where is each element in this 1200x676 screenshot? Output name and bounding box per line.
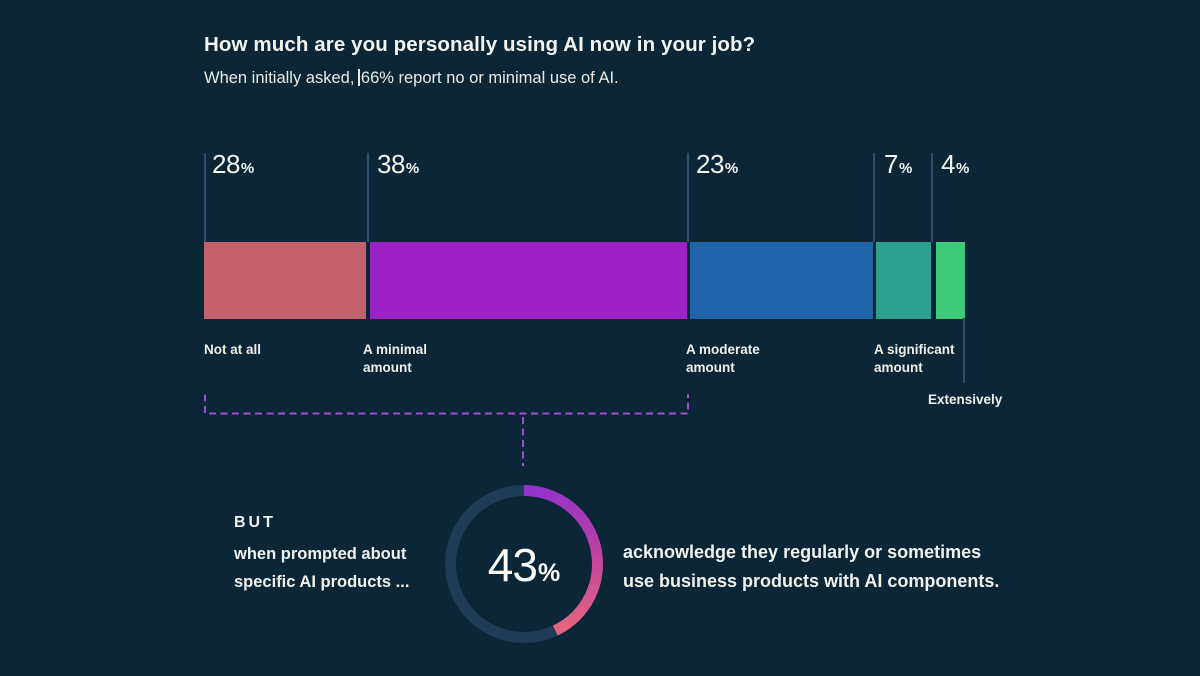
bar-segment-2 [690, 242, 873, 319]
bar-value-label: 38% [377, 149, 419, 179]
bar-value-label: 7% [884, 149, 912, 179]
category-label: A minimal amount [363, 342, 428, 375]
tick-line [204, 153, 206, 242]
extensively-leader-line [963, 318, 965, 383]
business-products-line: use business products with AI components… [623, 571, 1000, 591]
bar-value-label: 28% [212, 149, 254, 179]
bar-segment-4 [936, 242, 965, 319]
products-line: specific AI products ... [234, 573, 410, 591]
page-title: How much are you personally using AI now… [204, 33, 756, 56]
page-subtitle: When initially asked, 66% report no or mi… [204, 69, 619, 88]
right-callout: acknowledge they regularly or sometimes … [623, 538, 999, 596]
tick-line [931, 153, 933, 242]
bar-segment-0 [204, 242, 366, 319]
donut-value-number: 43 [487, 539, 538, 591]
category-label: A moderate amount [686, 342, 760, 375]
tick-line [367, 153, 369, 242]
donut-value-unit: % [537, 559, 561, 587]
bar-segment-1 [370, 242, 687, 319]
but-label: BUT [234, 514, 276, 531]
donut-value-label: 43% [444, 542, 604, 588]
bar-value-label: 4% [941, 149, 969, 179]
category-label-extensively: Extensively [928, 392, 1003, 407]
tick-line [687, 153, 689, 242]
subtitle-prefix: When initially asked, [204, 69, 355, 87]
bar-segment-3 [876, 242, 931, 319]
acknowledge-line: acknowledge they regularly or sometimes [623, 542, 982, 562]
left-callout: BUT when prompted about specific AI prod… [234, 514, 409, 596]
bar-value-label: 23% [696, 149, 738, 179]
prompted-line: when prompted about [234, 545, 407, 563]
category-label: Not at all [204, 342, 262, 357]
subtitle-suffix: 66% report no or minimal use of AI. [360, 69, 619, 87]
category-label: A significant amount [874, 342, 955, 375]
tick-line [873, 153, 875, 242]
text-cursor [358, 69, 360, 86]
